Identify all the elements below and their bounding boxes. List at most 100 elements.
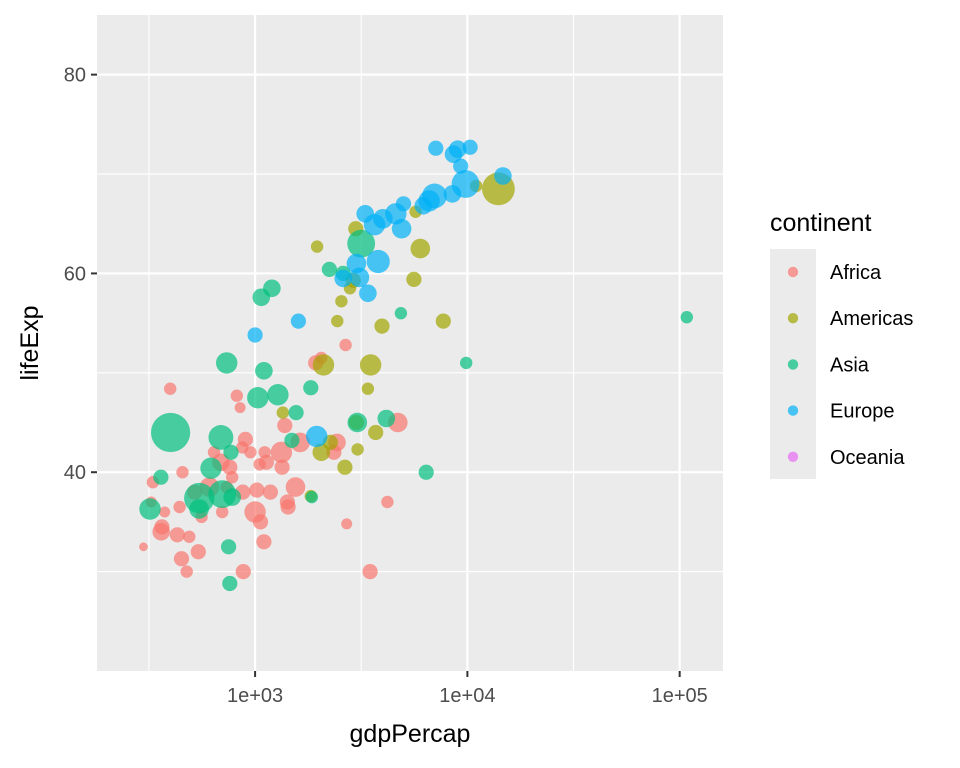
data-point-americas: [351, 443, 364, 456]
legend-key-africa: [787, 266, 799, 278]
data-point-europe: [290, 313, 306, 329]
x-tick-label: 1e+04: [439, 685, 495, 707]
legend-items: Africa Americas Asia Europe Oceania: [787, 262, 913, 469]
data-point-europe: [391, 218, 412, 239]
data-point-asia: [284, 432, 300, 448]
data-point-asia: [208, 425, 234, 450]
data-point-africa: [262, 484, 278, 500]
data-point-europe: [462, 139, 478, 155]
data-point-americas: [374, 318, 390, 334]
x-axis: 1e+03 1e+04 1e+05: [227, 671, 708, 707]
data-point-asia: [321, 261, 337, 277]
legend-label-africa: Africa: [830, 262, 882, 284]
data-point-europe: [334, 269, 353, 288]
data-point-africa: [169, 527, 185, 543]
data-point-africa: [235, 564, 251, 580]
data-point-africa: [252, 514, 269, 530]
data-point-africa: [173, 500, 186, 514]
data-point-africa: [258, 454, 274, 470]
data-point-americas: [331, 314, 344, 328]
data-point-africa: [164, 382, 177, 395]
data-point-africa: [280, 499, 296, 515]
points-layer: [139, 139, 693, 592]
data-point-americas: [312, 354, 335, 376]
data-point-asia: [223, 488, 241, 506]
data-point-africa: [244, 446, 257, 459]
data-point-americas: [361, 382, 375, 395]
data-point-asia: [263, 279, 281, 298]
data-point-europe: [395, 196, 412, 212]
data-point-africa: [237, 431, 253, 447]
data-point-asia: [305, 490, 318, 504]
data-point-americas: [335, 295, 348, 308]
data-point-africa: [216, 505, 229, 519]
x-tick-label: 1e+03: [227, 685, 283, 707]
legend: continent Africa Americas Asia Europe Oceani…: [770, 209, 913, 479]
y-axis: 40 60 80: [64, 65, 97, 484]
data-point-americas: [368, 424, 384, 441]
data-point-asia: [189, 499, 209, 519]
legend-title: continent: [770, 209, 872, 237]
legend-key-asia: [787, 359, 799, 370]
data-point-europe: [306, 425, 328, 448]
data-point-africa: [277, 417, 293, 434]
data-point-africa: [234, 402, 246, 414]
data-point-asia: [347, 412, 368, 433]
data-point-europe: [366, 249, 390, 274]
data-point-africa: [180, 565, 193, 578]
data-point-africa: [274, 459, 290, 475]
data-point-americas: [310, 240, 324, 253]
data-point-africa: [249, 482, 265, 498]
legend-label-oceania: Oceania: [830, 447, 905, 469]
data-point-asia: [267, 384, 289, 406]
y-tick-label: 60: [64, 263, 86, 285]
data-point-africa: [176, 466, 189, 479]
data-point-africa: [341, 518, 353, 530]
data-point-asia: [223, 444, 239, 460]
data-point-africa: [183, 530, 196, 543]
data-point-asia: [680, 311, 693, 324]
data-point-asia: [394, 307, 408, 320]
data-point-africa: [270, 441, 293, 463]
data-point-americas: [410, 238, 431, 259]
legend-label-europe: Europe: [830, 401, 895, 423]
data-point-americas: [276, 406, 289, 419]
data-point-asia: [255, 362, 273, 380]
plot-panel: [97, 15, 723, 671]
data-point-europe: [451, 170, 480, 198]
data-point-americas: [359, 354, 382, 376]
data-point-europe: [349, 267, 370, 288]
data-point-asia: [221, 539, 237, 555]
legend-label-americas: Americas: [830, 308, 913, 330]
data-point-asia: [153, 469, 169, 485]
data-point-asia: [247, 387, 269, 409]
data-point-africa: [256, 534, 272, 550]
minor-gridlines: [97, 15, 723, 671]
data-point-africa: [285, 477, 306, 497]
data-point-europe: [428, 140, 444, 156]
y-tick-label: 80: [64, 65, 86, 87]
y-tick-label: 40: [64, 462, 86, 484]
data-point-asia: [151, 412, 191, 453]
data-point-asia: [216, 352, 238, 374]
data-point-africa: [381, 495, 394, 509]
data-point-africa: [230, 389, 243, 402]
data-point-asia: [288, 405, 304, 421]
data-point-asia: [460, 356, 473, 370]
data-point-europe: [359, 284, 377, 303]
data-point-europe: [448, 140, 467, 158]
data-point-americas: [406, 271, 422, 287]
data-point-asia: [303, 380, 319, 396]
legend-label-asia: Asia: [830, 354, 870, 376]
data-point-africa: [159, 506, 171, 518]
data-point-europe: [422, 183, 447, 209]
data-point-africa: [173, 551, 190, 567]
data-point-africa: [222, 459, 238, 475]
x-axis-title: gdpPercap: [350, 720, 471, 748]
data-point-africa: [362, 564, 378, 580]
data-point-africa: [139, 542, 148, 552]
legend-key-europe: [787, 405, 799, 416]
x-tick-label: 1e+05: [652, 685, 708, 707]
